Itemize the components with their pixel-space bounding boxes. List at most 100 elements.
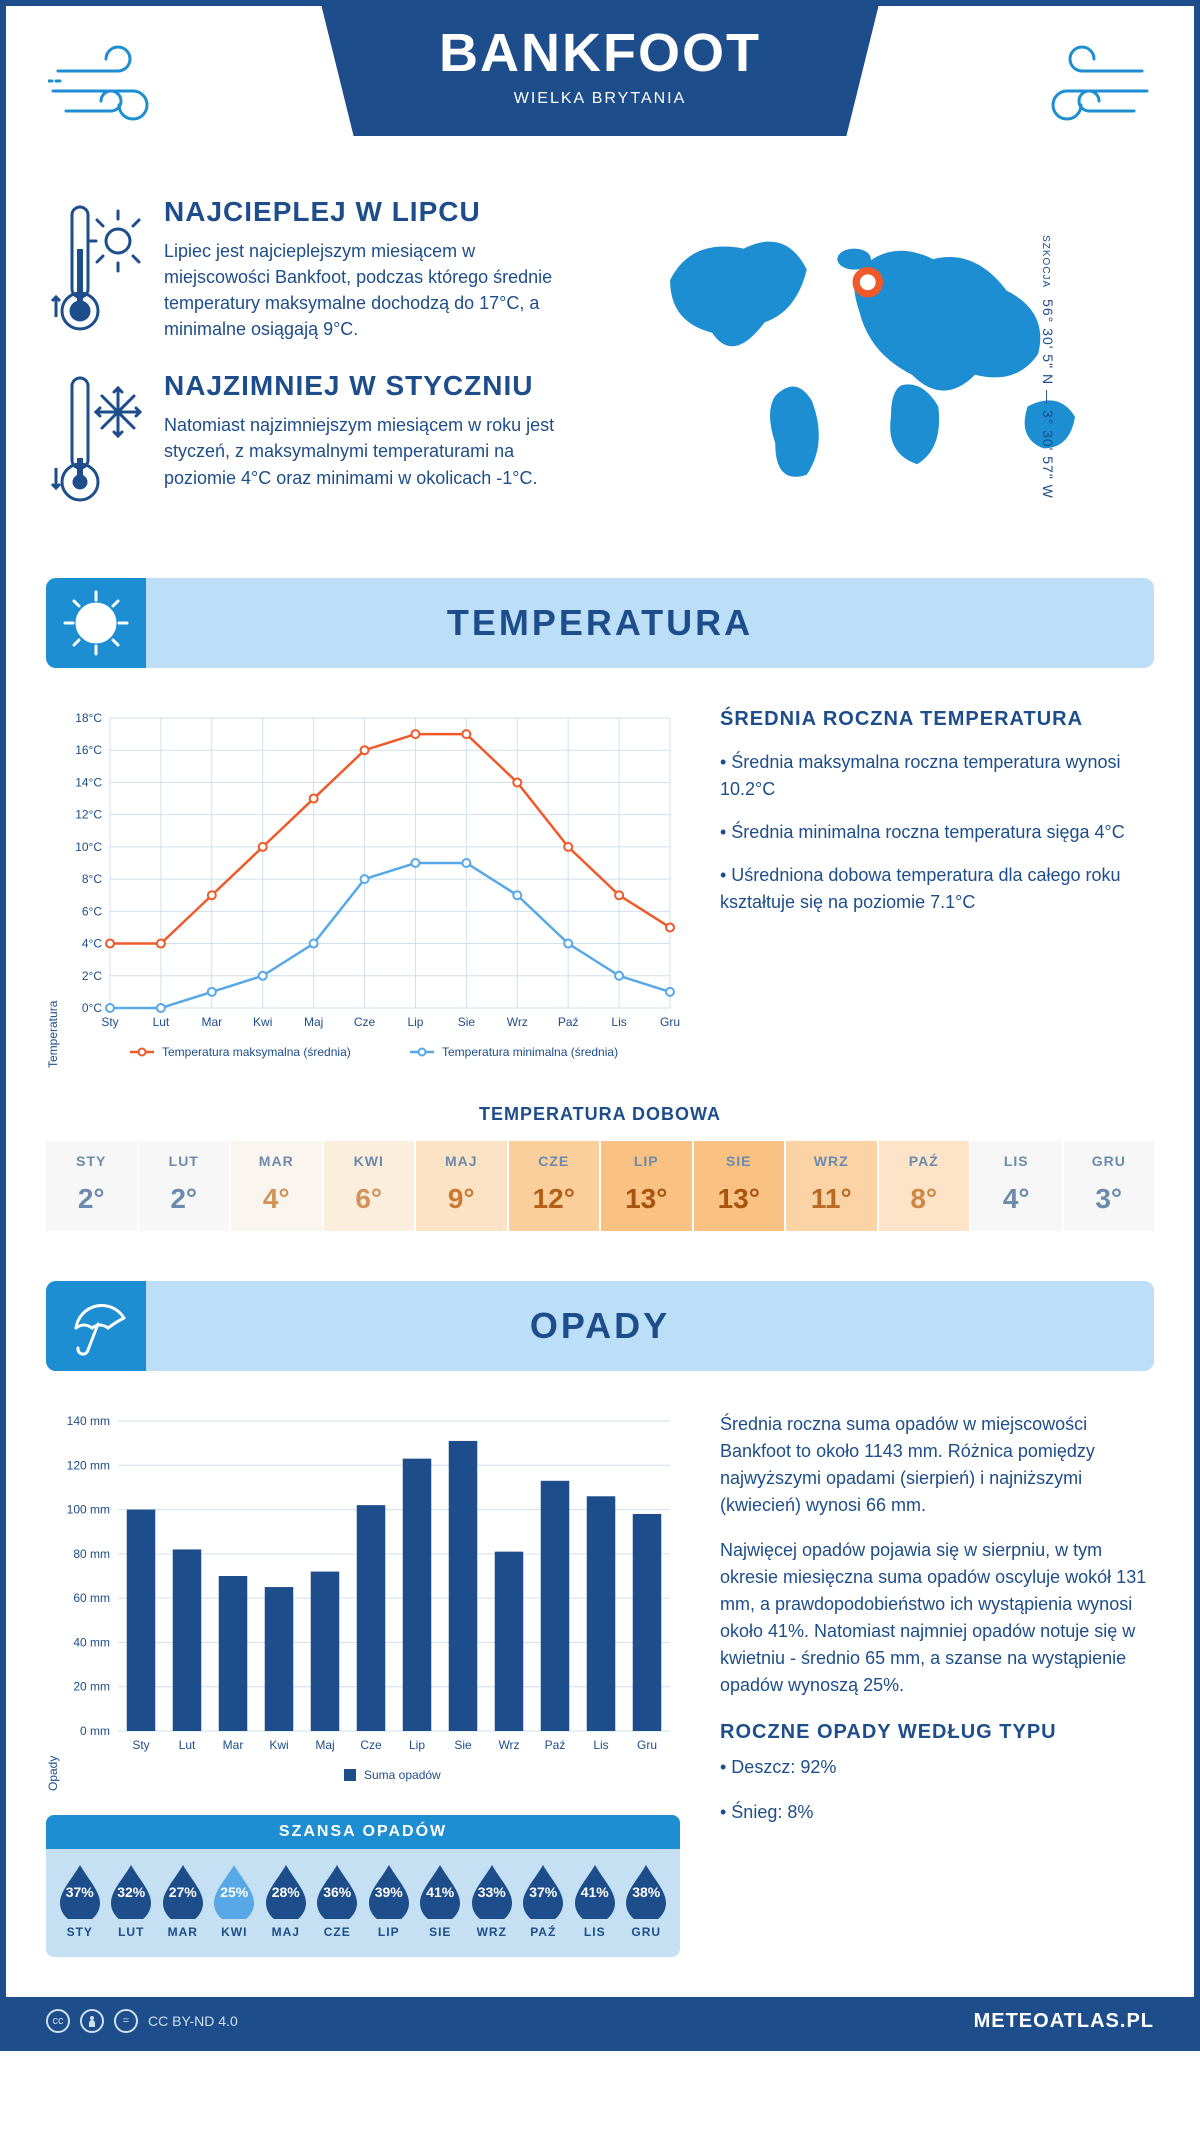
raindrop-icon: 41% (573, 1863, 617, 1919)
footer-site: METEOATLAS.PL (974, 2010, 1154, 2033)
svg-text:Temperatura maksymalna (średni: Temperatura maksymalna (średnia) (162, 1045, 351, 1059)
thermometer-cold-icon (46, 370, 146, 510)
svg-text:Sie: Sie (454, 1738, 472, 1752)
svg-text:Paź: Paź (545, 1738, 566, 1752)
chance-value: 37% (66, 1884, 94, 1900)
header: BANKFOOT WIELKA BRYTANIA (6, 6, 1194, 186)
chance-drop: 27%MAR (157, 1863, 209, 1939)
fact-cold-body: Natomiast najzimniejszym miesiącem w rok… (164, 412, 584, 490)
daily-temp-cell: GRU 3° (1064, 1141, 1155, 1231)
chance-value: 37% (529, 1884, 557, 1900)
svg-text:Gru: Gru (637, 1738, 657, 1752)
fact-hot-body: Lipiec jest najcieplejszym miesiącem w m… (164, 238, 584, 342)
chance-drop: 28% MAJ (260, 1863, 312, 1939)
svg-text:Mar: Mar (223, 1738, 244, 1752)
daily-temp-cell: CZE12° (509, 1141, 602, 1231)
chance-value: 25% (220, 1884, 248, 1900)
temp-avg-line: • Uśredniona dobowa temperatura dla całe… (720, 862, 1154, 916)
daily-temp-cell: STY2° (46, 1141, 139, 1231)
cc-icon: cc (46, 2009, 70, 2033)
daily-temp-value: 9° (416, 1183, 507, 1215)
svg-text:16°C: 16°C (75, 744, 102, 758)
temperature-line-chart: Temperatura 0°C2°C4°C6°C8°C10°C12°C14°C1… (46, 708, 680, 1068)
daily-month-label: LUT (139, 1153, 230, 1169)
intro-section: NAJCIEPLEJ W LIPCU Lipiec jest najcieple… (46, 196, 1154, 568)
svg-text:Lip: Lip (407, 1015, 423, 1029)
daily-month-label: WRZ (786, 1153, 877, 1169)
temp-avg-title: ŚREDNIA ROCZNA TEMPERATURA (720, 708, 1154, 731)
svg-text:Lut: Lut (179, 1738, 196, 1752)
precip-chance-title: SZANSA OPADÓW (46, 1815, 680, 1849)
fact-hot-title: NAJCIEPLEJ W LIPCU (164, 196, 584, 228)
daily-temp-value: 2° (139, 1183, 230, 1215)
temperature-averages-text: ŚREDNIA ROCZNA TEMPERATURA • Średnia mak… (720, 708, 1154, 1068)
daily-month-label: LIP (601, 1153, 692, 1169)
section-header-temperature: TEMPERATURA (46, 578, 1154, 668)
svg-text:Sty: Sty (101, 1015, 118, 1029)
coordinates-label: SZKOCJA 56° 30' 5" N — 3° 30' 57" W (1040, 235, 1056, 499)
svg-text:40 mm: 40 mm (73, 1636, 110, 1650)
fact-coldest: NAJZIMNIEJ W STYCZNIU Natomiast najzimni… (46, 370, 598, 510)
daily-month-label: MAJ (416, 1153, 507, 1169)
chance-month: LIP (363, 1925, 415, 1939)
daily-month-label: GRU (1064, 1153, 1155, 1169)
by-icon (80, 2009, 104, 2033)
chance-drop: 32%LUT (106, 1863, 158, 1939)
temperature-title: TEMPERATURA (447, 602, 753, 644)
daily-month-label: KWI (324, 1153, 415, 1169)
chance-drop: 41%SIE (415, 1863, 467, 1939)
svg-text:100 mm: 100 mm (67, 1503, 110, 1517)
svg-text:Maj: Maj (315, 1738, 334, 1752)
precip-bar-chart: Opady 0 mm20 mm40 mm60 mm80 mm100 mm120 … (46, 1411, 680, 1957)
daily-temp-value: 8° (879, 1183, 970, 1215)
precip-paragraph: Średnia roczna suma opadów w miejscowośc… (720, 1411, 1154, 1519)
precip-y-axis-label: Opady (46, 1411, 60, 1791)
chance-month: STY (54, 1925, 106, 1939)
world-map-icon (628, 196, 1154, 512)
svg-text:12°C: 12°C (75, 808, 102, 822)
temp-avg-line: • Średnia maksymalna roczna temperatura … (720, 749, 1154, 803)
chance-month: KWI (209, 1925, 261, 1939)
temp-avg-line: • Średnia minimalna roczna temperatura s… (720, 819, 1154, 846)
raindrop-icon: 39% (367, 1863, 411, 1919)
daily-temp-cell: LIP13° (601, 1141, 694, 1231)
svg-text:Kwi: Kwi (253, 1015, 272, 1029)
daily-temp-cell: MAJ 9° (416, 1141, 509, 1231)
chance-month: MAJ (260, 1925, 312, 1939)
intro-facts: NAJCIEPLEJ W LIPCU Lipiec jest najcieple… (46, 196, 598, 538)
daily-temp-cell: MAR4° (231, 1141, 324, 1231)
page-subtitle: WIELKA BRYTANIA (320, 90, 880, 108)
daily-month-label: SIE (694, 1153, 785, 1169)
svg-text:Suma opadów: Suma opadów (364, 1768, 441, 1782)
temp-y-axis-label: Temperatura (46, 708, 60, 1068)
chance-drop: 39% LIP (363, 1863, 415, 1939)
chance-value: 41% (426, 1884, 454, 1900)
svg-text:120 mm: 120 mm (67, 1459, 110, 1473)
title-banner: BANKFOOT WIELKA BRYTANIA (320, 0, 880, 136)
raindrop-icon: 32% (109, 1863, 153, 1919)
page: BANKFOOT WIELKA BRYTANIA (0, 0, 1200, 2051)
daily-temp-value: 3° (1064, 1183, 1155, 1215)
svg-text:60 mm: 60 mm (73, 1592, 110, 1606)
svg-text:10°C: 10°C (75, 840, 102, 854)
raindrop-icon: 37% (58, 1863, 102, 1919)
precip-title: OPADY (530, 1305, 670, 1347)
svg-text:6°C: 6°C (82, 905, 102, 919)
thermometer-hot-icon (46, 196, 146, 342)
svg-text:Maj: Maj (304, 1015, 323, 1029)
chance-value: 36% (323, 1884, 351, 1900)
precip-bytype-line: • Śnieg: 8% (720, 1799, 1154, 1826)
nd-icon: = (114, 2009, 138, 2033)
daily-temp-cell: LIS4° (971, 1141, 1064, 1231)
svg-text:Sie: Sie (458, 1015, 476, 1029)
raindrop-icon: 41% (418, 1863, 462, 1919)
daily-temp-grid: STY2°LUT2°MAR4°KWI6°MAJ9°CZE12°LIP13°SIE… (46, 1141, 1154, 1231)
daily-temp-cell: LUT 2° (139, 1141, 232, 1231)
raindrop-icon: 28% (264, 1863, 308, 1919)
precip-bytype-line: • Deszcz: 92% (720, 1754, 1154, 1781)
daily-temp-cell: PAŹ8° (879, 1141, 972, 1231)
svg-text:Mar: Mar (201, 1015, 222, 1029)
daily-temp-cell: SIE13° (694, 1141, 787, 1231)
raindrop-icon: 33% (470, 1863, 514, 1919)
section-header-precip: OPADY (46, 1281, 1154, 1371)
